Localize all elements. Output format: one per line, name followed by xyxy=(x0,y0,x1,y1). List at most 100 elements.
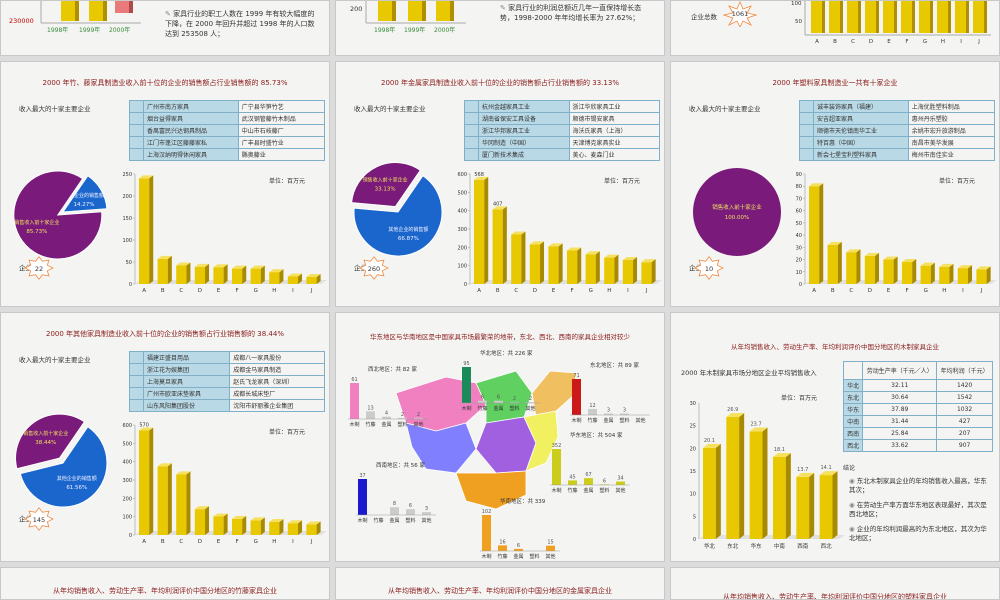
region-bar-value: 6 xyxy=(497,395,500,401)
table-row: 广州市欧亚床垫家具 成都长城床垫厂 xyxy=(129,387,325,400)
table-cell: 25.84 xyxy=(862,427,938,440)
table-cell: 32.11 xyxy=(862,379,938,392)
top-right-mini-chart: A B C D E F G H I J xyxy=(804,1,991,45)
table-cell: 207 xyxy=(936,427,993,440)
x-tick-label: H xyxy=(272,288,276,294)
bar-side xyxy=(840,1,843,33)
bar-side xyxy=(785,452,791,539)
bar-side xyxy=(167,255,172,284)
bar-top xyxy=(250,517,265,521)
top-mid-y0: 200 xyxy=(350,5,363,13)
x-tick-label: A xyxy=(812,288,816,294)
region-bar xyxy=(382,416,391,419)
tick-label: E xyxy=(887,39,891,45)
panel-charts: 其他企业的销售额 66.87% 销售收入前十家企业 33.13% 260 0 100 200 3… xyxy=(351,162,662,294)
total-value: 22 xyxy=(35,265,43,273)
company-cell: 上海汉纳明得休闲家具 xyxy=(143,148,239,161)
region-bar-cat: 竹藤 xyxy=(477,405,487,412)
bar-side xyxy=(984,1,987,33)
region-bar-cat: 木制 xyxy=(551,487,561,494)
pie-pct: 66.87% xyxy=(398,236,419,242)
table-row: 西南 25.84 207 xyxy=(842,427,993,440)
region-bar-cat: 竹藤 xyxy=(567,487,577,494)
y-tick-label: 80 xyxy=(796,184,802,190)
slide-region-woodfurniture: 从年均销售收入、劳动生产率、年均利润评价中国分地区的木制家具企业 2000 年木… xyxy=(670,312,1000,562)
chart-floor xyxy=(699,535,845,539)
data-label: 23.7 xyxy=(751,422,762,428)
x-tick-label: G xyxy=(254,539,258,545)
x-tick-label: F xyxy=(906,288,909,294)
bar-top xyxy=(194,506,210,510)
x-tick-label: I xyxy=(962,288,964,294)
bar-side xyxy=(502,206,507,284)
bar xyxy=(157,466,168,535)
bar xyxy=(796,476,810,539)
x-tick-label: 西南 xyxy=(797,542,809,550)
region-bar xyxy=(620,413,629,415)
company-cell: 浙江花为娱集团 xyxy=(142,363,231,376)
bar-side xyxy=(223,513,228,535)
bar-top xyxy=(548,243,563,247)
region-bar-cat: 金属 xyxy=(603,417,613,424)
table-row: 顺德市天伦镇南华工业 余姚市宏升旅游制品 xyxy=(799,124,996,137)
y-tick-label: 70 xyxy=(796,196,802,202)
table-cell: 30.64 xyxy=(862,391,938,404)
table-cell: 西南 xyxy=(842,427,864,440)
company-cell: 上海莫旦家具 xyxy=(142,375,231,388)
table-cell: 427 xyxy=(936,415,993,428)
region-bar-value: 4 xyxy=(385,411,388,417)
bar-top xyxy=(474,176,489,180)
bar-top xyxy=(622,256,638,260)
table-cell xyxy=(799,100,814,113)
region-bar-cat: 竹藤 xyxy=(497,553,507,560)
table-cell: 东北 xyxy=(842,391,864,404)
y-tick-label: 200 xyxy=(122,496,132,502)
x-tick-label: G xyxy=(589,288,593,294)
bar-side xyxy=(242,515,247,535)
table-cell xyxy=(464,148,479,161)
bottom-title-1: 从年均销售收入、劳动生产率、年均利润评价中国分地区的金属家具企业 xyxy=(388,587,612,595)
bar xyxy=(829,1,840,33)
bar-top xyxy=(827,241,842,245)
x-tick-label: F xyxy=(236,539,239,545)
company-cell: 海沃氏家具（上海） xyxy=(568,124,660,137)
map-region xyxy=(531,370,577,418)
bar-side xyxy=(521,231,526,284)
table-cell xyxy=(799,148,814,161)
y-tick-label: 5 xyxy=(693,514,696,520)
bar-top xyxy=(957,265,973,269)
bar-side xyxy=(558,243,563,284)
bar-top xyxy=(976,266,991,270)
region-bar-cat: 其他 xyxy=(635,417,645,424)
region-bar-cat: 木制 xyxy=(571,417,581,424)
bar-side xyxy=(316,273,321,284)
region-bar xyxy=(584,478,593,485)
region-chart-title: 2000 年木制家具市场分地区企业平均销售收入 xyxy=(681,369,817,377)
bar xyxy=(139,178,150,284)
bar-side xyxy=(223,264,228,284)
company-cell: 香禺富民兴达钢具制品 xyxy=(143,124,239,137)
bar-top xyxy=(529,241,545,245)
bar xyxy=(883,1,894,33)
region-bar-value: 2 xyxy=(417,412,420,418)
bar xyxy=(194,509,206,535)
region-bar-cat: 塑料 xyxy=(529,553,539,560)
bullet-icon: ◉ xyxy=(849,501,857,509)
table-row: 广州市南方家具 广宁县华笋竹艺 xyxy=(129,100,326,113)
bar-top xyxy=(176,471,191,475)
bar-side xyxy=(149,427,154,535)
china-region-map: 西北地区：共 82 家 61 木制 13 竹藤 4 金属 2 塑料 2 其他 华北地区：共 226 家… xyxy=(348,349,650,560)
bar xyxy=(883,259,894,284)
x-tick-label: J xyxy=(980,288,983,294)
bar xyxy=(213,516,224,535)
top-right-total-label: 企业总数 xyxy=(691,13,717,21)
region-bar xyxy=(478,400,487,403)
table-row: 香禺富民兴达钢具制品 中山市石岐藤厂 xyxy=(129,124,326,137)
unit-label: 单位：百万元 xyxy=(604,178,641,185)
bar-side xyxy=(875,252,880,284)
slide-top-mid: 200 1998年 1999年 2000年 ✎ 家具行业的利润总额近几年一直保持… xyxy=(335,0,665,56)
region-bar-value: 3 xyxy=(623,407,626,413)
bar xyxy=(306,276,317,284)
bar-side xyxy=(651,259,656,284)
bar-side xyxy=(837,241,842,284)
